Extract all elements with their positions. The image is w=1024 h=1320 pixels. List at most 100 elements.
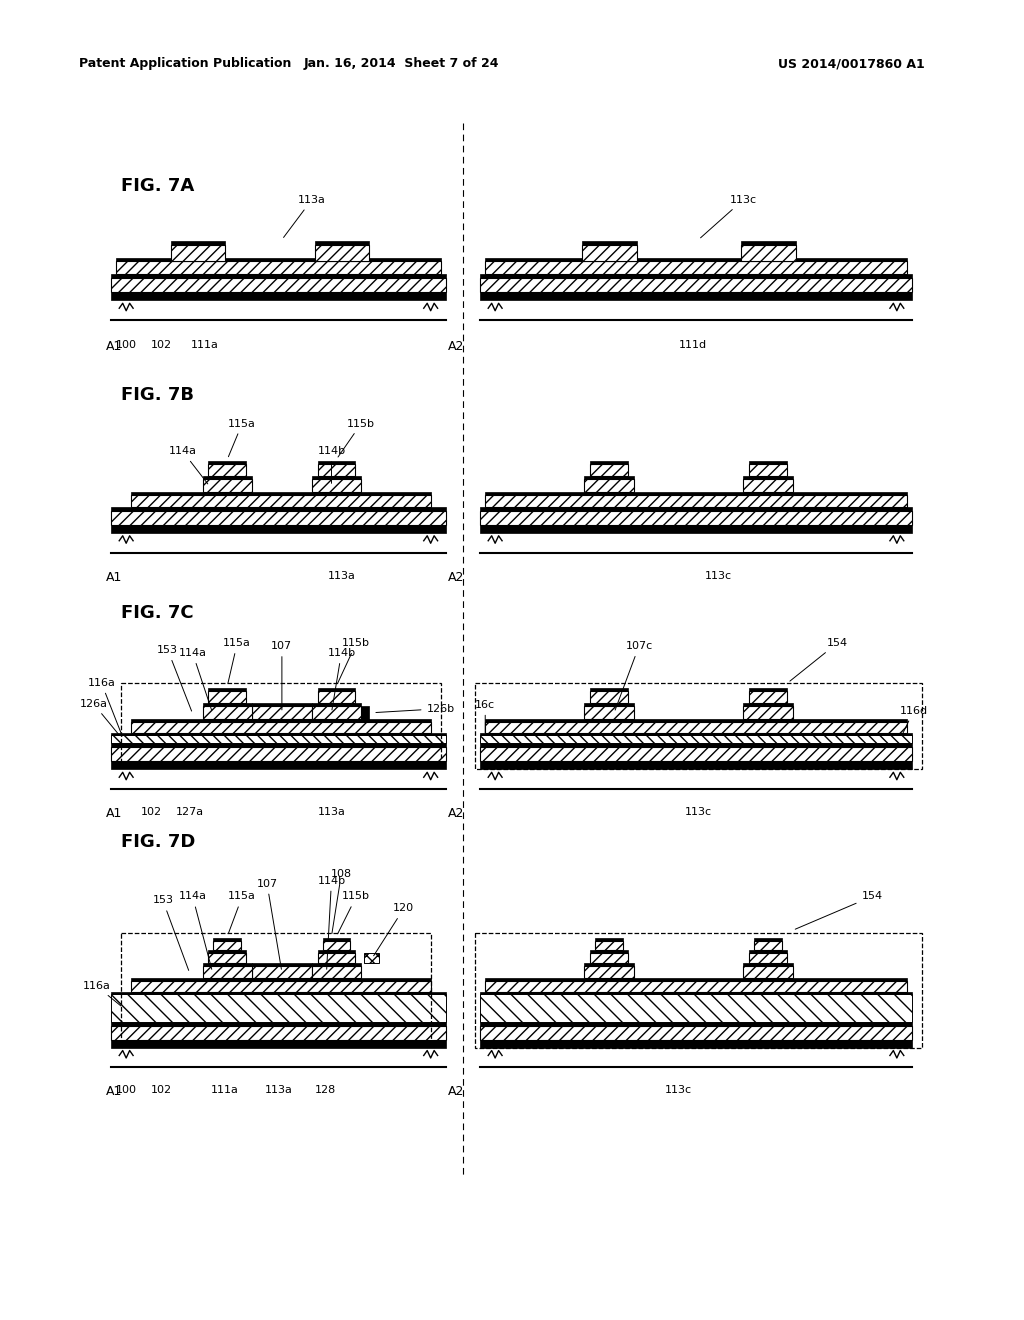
Bar <box>311 477 361 479</box>
Bar <box>591 690 628 702</box>
Bar <box>131 495 431 507</box>
Bar <box>131 492 431 495</box>
Bar <box>480 292 911 300</box>
Bar <box>311 479 361 492</box>
Bar <box>749 465 786 477</box>
Bar <box>361 718 370 722</box>
Bar <box>480 525 911 533</box>
Bar <box>485 492 907 495</box>
Bar <box>131 978 431 981</box>
Bar <box>131 722 431 733</box>
Bar <box>317 465 355 477</box>
Text: 113a: 113a <box>328 570 355 581</box>
Bar <box>583 244 637 260</box>
Text: FIG. 7B: FIG. 7B <box>121 385 195 404</box>
Bar <box>480 743 911 747</box>
Bar <box>743 702 793 706</box>
Text: A1: A1 <box>106 1085 123 1098</box>
Bar <box>112 1022 445 1026</box>
Text: 114b: 114b <box>317 875 345 969</box>
Bar <box>203 964 252 966</box>
Bar <box>480 734 911 743</box>
Bar <box>117 257 440 260</box>
Bar <box>475 682 922 770</box>
Bar <box>112 1040 445 1048</box>
Bar <box>252 706 311 718</box>
Bar <box>252 964 311 966</box>
Text: 115b: 115b <box>338 891 371 933</box>
Text: 114b: 114b <box>317 446 345 483</box>
Text: 102: 102 <box>151 1085 172 1096</box>
Text: FIG. 7D: FIG. 7D <box>121 833 196 851</box>
Bar <box>485 722 907 733</box>
Bar <box>171 240 225 244</box>
Text: 102: 102 <box>151 341 172 350</box>
Bar <box>117 260 440 275</box>
Bar <box>591 688 628 690</box>
Text: 114b: 114b <box>328 648 355 710</box>
Bar <box>480 991 911 994</box>
Bar <box>361 706 370 718</box>
Bar <box>749 953 786 964</box>
Text: 111a: 111a <box>190 341 218 350</box>
Bar <box>112 734 445 743</box>
Text: 113c: 113c <box>685 807 712 817</box>
Bar <box>311 706 361 718</box>
Text: A2: A2 <box>447 570 464 583</box>
Bar <box>480 762 911 770</box>
Bar <box>121 933 431 1043</box>
Bar <box>112 275 445 279</box>
Text: 113a: 113a <box>284 195 326 238</box>
Text: 115a: 115a <box>228 891 256 933</box>
Bar <box>112 994 445 1022</box>
Text: 153: 153 <box>158 645 191 711</box>
Bar <box>203 479 252 492</box>
Text: Jan. 16, 2014  Sheet 7 of 24: Jan. 16, 2014 Sheet 7 of 24 <box>303 57 499 70</box>
Bar <box>591 461 628 465</box>
Bar <box>480 279 911 292</box>
Bar <box>480 994 911 1022</box>
Text: 153: 153 <box>153 895 188 970</box>
Bar <box>591 465 628 477</box>
Bar <box>591 953 628 964</box>
Text: 115a: 115a <box>223 638 251 684</box>
Bar <box>112 292 445 300</box>
Bar <box>112 1026 445 1040</box>
Bar <box>754 939 781 941</box>
Bar <box>475 933 922 1048</box>
Bar <box>485 260 907 275</box>
Bar <box>480 1026 911 1040</box>
Text: 100: 100 <box>117 1085 137 1096</box>
Bar <box>317 688 355 690</box>
Text: 120: 120 <box>374 903 415 956</box>
Bar <box>112 747 445 762</box>
Bar <box>485 978 907 981</box>
Text: 114a: 114a <box>178 648 212 710</box>
Text: 102: 102 <box>141 807 162 817</box>
Bar <box>485 718 907 722</box>
Text: 114a: 114a <box>178 891 212 969</box>
Bar <box>317 461 355 465</box>
Text: 111d: 111d <box>679 341 707 350</box>
Text: 108: 108 <box>331 869 352 933</box>
Bar <box>743 706 793 718</box>
Bar <box>480 733 911 734</box>
Bar <box>112 743 445 747</box>
Bar <box>112 279 445 292</box>
Bar <box>743 479 793 492</box>
Text: 113c: 113c <box>665 1085 692 1096</box>
Text: A1: A1 <box>106 570 123 583</box>
Bar <box>743 477 793 479</box>
Bar <box>112 507 445 511</box>
Bar <box>171 244 225 260</box>
Text: 126a: 126a <box>80 698 120 735</box>
Bar <box>112 733 445 734</box>
Bar <box>317 953 355 964</box>
Text: 154: 154 <box>796 891 883 929</box>
Bar <box>323 941 350 950</box>
Text: 154: 154 <box>790 638 848 681</box>
Bar <box>595 941 623 950</box>
Bar <box>311 964 361 966</box>
Bar <box>485 257 907 260</box>
Text: 107c: 107c <box>615 642 652 710</box>
